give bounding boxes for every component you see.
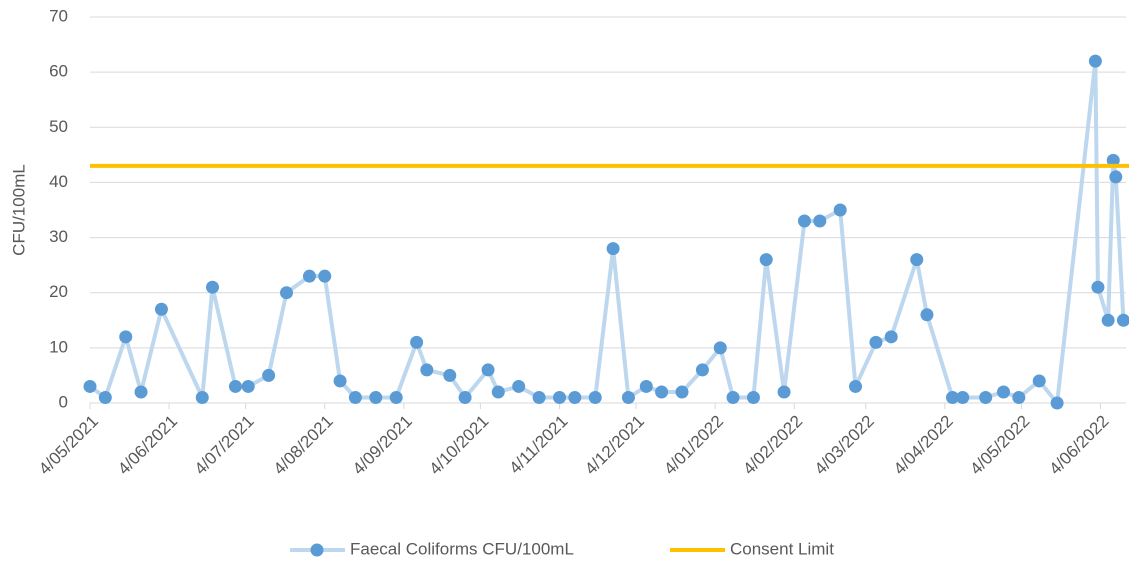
y-tick-label: 60 (49, 62, 68, 81)
data-point (279, 286, 293, 300)
data-point (713, 341, 727, 355)
data-point (849, 379, 863, 393)
data-point (695, 363, 709, 377)
data-point (443, 368, 457, 382)
data-point (726, 390, 740, 404)
y-tick-label: 0 (59, 392, 68, 411)
x-tick-label: 4/05/2021 (35, 412, 102, 479)
y-tick-label: 20 (49, 282, 68, 301)
data-point (655, 385, 669, 399)
data-point (458, 390, 472, 404)
y-tick-label: 30 (49, 227, 68, 246)
x-tick-label: 4/06/2022 (1046, 412, 1113, 479)
data-point (481, 363, 495, 377)
data-point (1106, 153, 1120, 167)
data-point (1109, 170, 1123, 184)
data-point (83, 379, 97, 393)
x-tick-label: 4/10/2021 (425, 412, 492, 479)
y-tick-label: 10 (49, 337, 68, 356)
y-axis-label: CFU/100mL (9, 164, 28, 256)
data-point (639, 379, 653, 393)
data-point (119, 330, 133, 344)
x-tick-label: 4/07/2021 (191, 412, 258, 479)
data-point (420, 363, 434, 377)
x-tick-label: 4/02/2022 (739, 412, 806, 479)
data-point (675, 385, 689, 399)
legend-label: Consent Limit (730, 539, 834, 558)
data-point (134, 385, 148, 399)
x-tick-label: 4/09/2021 (349, 412, 416, 479)
data-point (532, 390, 546, 404)
data-point (491, 385, 505, 399)
data-point (348, 390, 362, 404)
data-point (1101, 313, 1115, 327)
data-point (920, 308, 934, 322)
data-point (154, 302, 168, 316)
x-tick-label: 4/08/2021 (270, 412, 337, 479)
data-point (228, 379, 242, 393)
data-point (588, 390, 602, 404)
data-point (945, 390, 959, 404)
data-point (1091, 280, 1105, 294)
data-point (302, 269, 316, 283)
data-point (956, 390, 970, 404)
data-point (997, 385, 1011, 399)
data-point (884, 330, 898, 344)
data-point (813, 214, 827, 228)
data-point (869, 335, 883, 349)
y-tick-label: 70 (49, 6, 68, 25)
data-point (1050, 396, 1064, 410)
data-point (195, 390, 209, 404)
y-tick-label: 50 (49, 117, 68, 136)
x-tick-label: 4/05/2022 (966, 412, 1033, 479)
legend-label: Faecal Coliforms CFU/100mL (350, 539, 574, 558)
data-point (746, 390, 760, 404)
x-tick-label: 4/12/2021 (581, 412, 648, 479)
x-tick-label: 4/01/2022 (660, 412, 727, 479)
data-point (1032, 374, 1046, 388)
data-point (1116, 313, 1129, 327)
data-point (606, 242, 620, 256)
data-point (241, 379, 255, 393)
data-point (1012, 390, 1026, 404)
data-point (568, 390, 582, 404)
data-point (759, 253, 773, 267)
y-tick-label: 40 (49, 172, 68, 191)
data-point (98, 390, 112, 404)
legend-marker (310, 543, 324, 557)
x-tick-label: 4/04/2022 (890, 412, 957, 479)
data-point (833, 203, 847, 217)
series-line (88, 59, 1126, 405)
x-tick-label: 4/06/2021 (114, 412, 181, 479)
data-point (369, 390, 383, 404)
data-point (910, 253, 924, 267)
x-tick-label: 4/03/2022 (811, 412, 878, 479)
data-point (205, 280, 219, 294)
data-point (389, 390, 403, 404)
data-point (410, 335, 424, 349)
data-point (333, 374, 347, 388)
x-tick-label: 4/11/2021 (505, 412, 571, 478)
data-point (621, 390, 635, 404)
data-point (777, 385, 791, 399)
data-point (1088, 54, 1102, 68)
data-point (262, 368, 276, 382)
data-point (979, 390, 993, 404)
data-point (797, 214, 811, 228)
data-point (512, 379, 526, 393)
data-point (553, 390, 567, 404)
data-point (318, 269, 332, 283)
